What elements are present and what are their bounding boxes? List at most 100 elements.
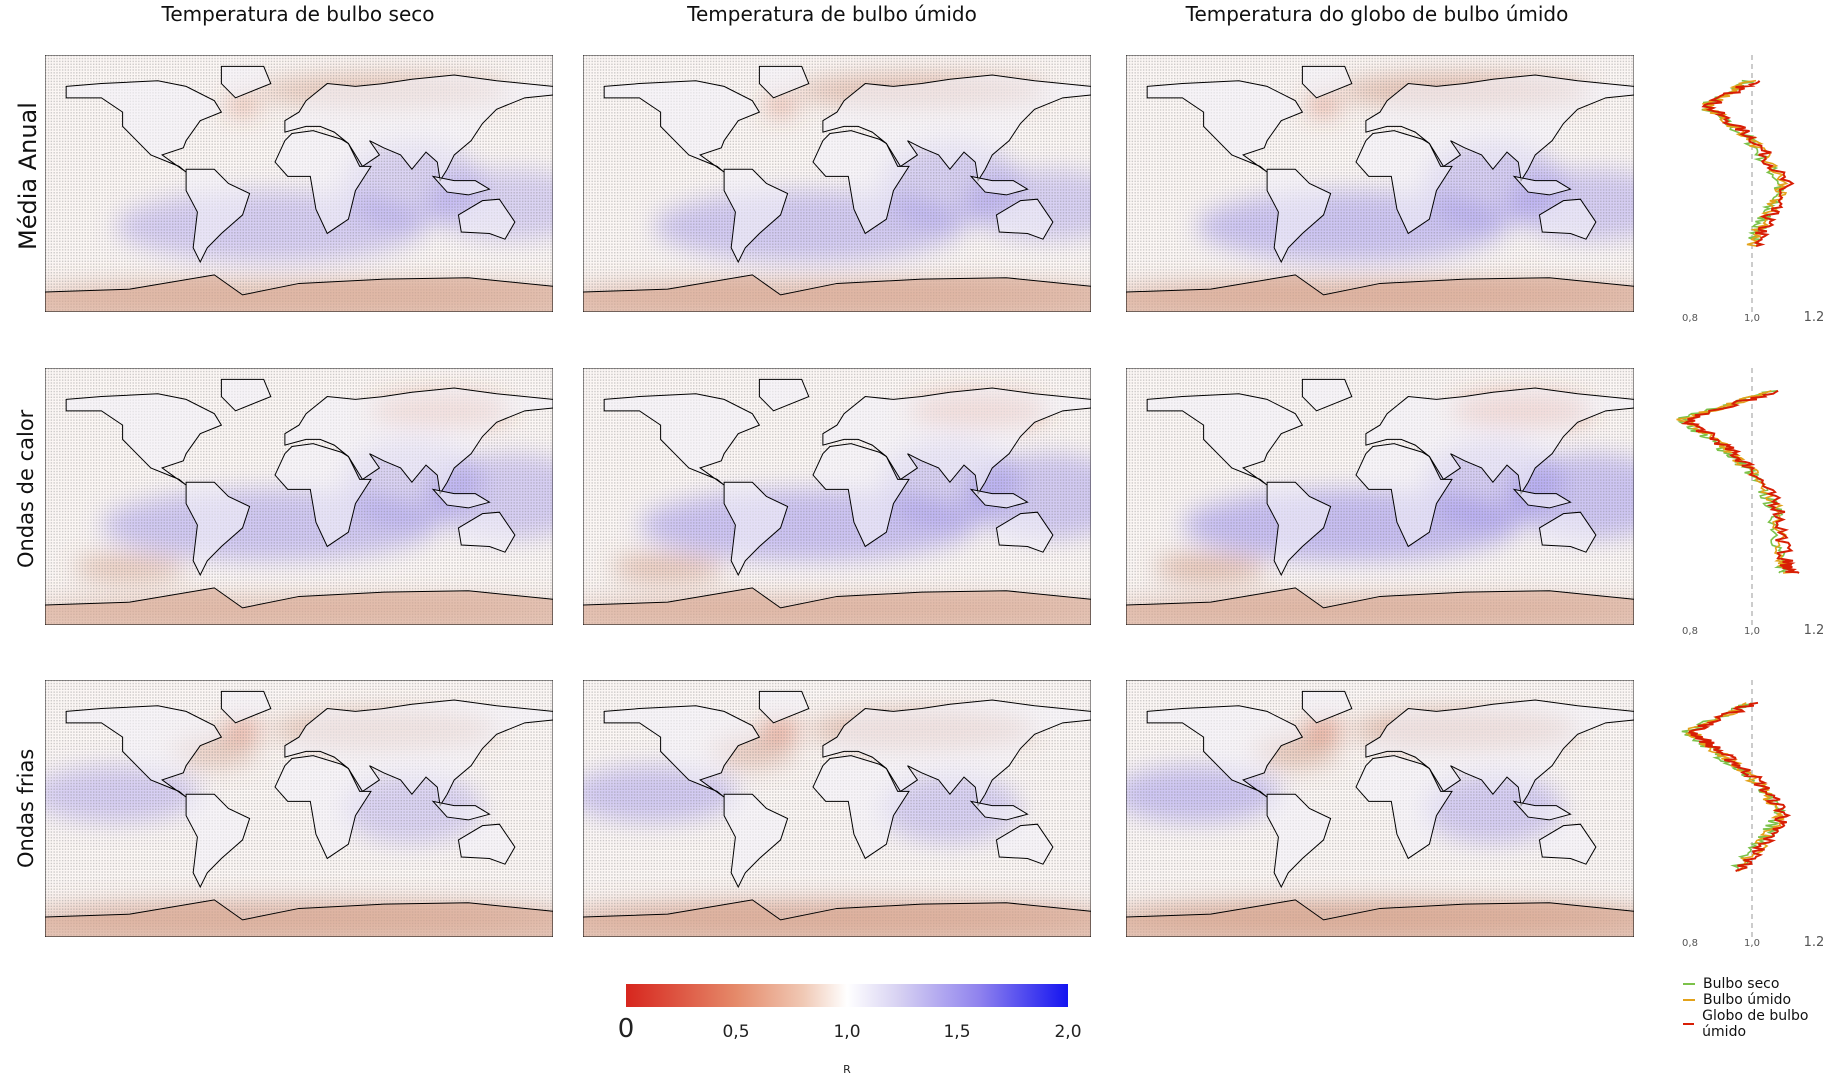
africa-outline	[1355, 443, 1453, 548]
africa-outline	[812, 443, 910, 548]
colorbar-label: R	[843, 1063, 851, 1076]
indonesia-outline	[431, 800, 491, 821]
eurasia-outline	[284, 387, 553, 496]
profile-line-series-2	[1702, 79, 1789, 247]
legend: Bulbo seco Bulbo úmido Globo de bulbo úm…	[1683, 976, 1846, 1040]
australia-outline	[457, 511, 516, 553]
eurasia-outline	[822, 699, 1091, 808]
legend-item-wbgt: Globo de bulbo úmido	[1683, 1008, 1846, 1040]
legend-label: Bulbo seco	[1703, 976, 1780, 992]
north-america-outline	[65, 393, 223, 486]
colorbar	[626, 984, 1068, 1007]
colorbar-tick: 2,0	[1054, 1022, 1082, 1042]
legend-item-dry-bulb: Bulbo seco	[1683, 976, 1846, 992]
profile-axis-tick: 0,8	[1682, 313, 1698, 324]
eurasia-outline	[822, 74, 1091, 183]
profile-plot-1: 0,8 1,0 1.2	[1660, 55, 1846, 332]
legend-label: Bulbo úmido	[1703, 992, 1792, 1008]
south-america-outline	[1266, 481, 1332, 577]
map-média-anual-col3	[1126, 55, 1634, 312]
profile-axis-tick: 1.2	[1803, 623, 1825, 638]
north-america-outline	[603, 705, 761, 798]
legend-swatch	[1683, 999, 1695, 1001]
map-média-anual-col1	[45, 55, 553, 312]
australia-outline	[1538, 823, 1597, 865]
legend-label: Globo de bulbo úmido	[1702, 1008, 1809, 1040]
antarctica-outline	[1126, 899, 1634, 937]
south-america-outline	[723, 481, 789, 577]
column-title-wet-bulb: Temperatura de bulbo úmido	[687, 2, 977, 26]
antarctica-outline	[1126, 587, 1634, 625]
profile-axis-tick: 1,0	[1744, 938, 1760, 949]
profile-axis-tick: 0,8	[1682, 938, 1698, 949]
colorbar-tick: 1,5	[943, 1022, 971, 1042]
north-america-outline	[1146, 705, 1304, 798]
column-title-wbgt: Temperatura do globo de bulbo úmido	[1185, 2, 1569, 26]
map-ondas-frias-col2	[583, 680, 1091, 937]
map-ondas-de-calor-col2	[583, 368, 1091, 625]
australia-outline	[457, 823, 516, 865]
australia-outline	[995, 823, 1054, 865]
eurasia-outline	[284, 74, 553, 183]
north-america-outline	[603, 393, 761, 486]
antarctica-outline	[45, 587, 553, 625]
antarctica-outline	[583, 587, 1091, 625]
australia-outline	[1538, 198, 1597, 240]
profile-axis-tick: 0,8	[1682, 626, 1698, 637]
indonesia-outline	[969, 175, 1029, 196]
map-ondas-frias-col3	[1126, 680, 1634, 937]
greenland-outline	[758, 378, 810, 412]
greenland-outline	[1301, 378, 1353, 412]
legend-swatch	[1683, 983, 1695, 985]
indonesia-outline	[1512, 488, 1572, 509]
profile-plot-3: 0,8 1,0 1.2	[1660, 680, 1846, 957]
eurasia-outline	[284, 699, 553, 808]
greenland-outline	[1301, 65, 1353, 99]
africa-outline	[1355, 755, 1453, 860]
profile-line-series-3	[1688, 701, 1792, 872]
profile-axis-tick: 1.2	[1803, 310, 1825, 325]
south-america-outline	[1266, 168, 1332, 264]
australia-outline	[457, 198, 516, 240]
column-title-dry-bulb: Temperatura de bulbo seco	[161, 2, 435, 26]
legend-swatch	[1683, 1023, 1695, 1025]
profile-line-series-3	[1681, 389, 1800, 574]
colorbar-tick: 1,0	[833, 1022, 861, 1042]
greenland-outline	[220, 65, 272, 99]
antarctica-outline	[583, 899, 1091, 937]
africa-outline	[274, 130, 372, 235]
south-america-outline	[185, 168, 251, 264]
australia-outline	[1538, 511, 1597, 553]
south-america-outline	[185, 481, 251, 577]
legend-item-wet-bulb: Bulbo úmido	[1683, 992, 1846, 1008]
eurasia-outline	[1365, 74, 1634, 183]
south-america-outline	[185, 793, 251, 889]
greenland-outline	[220, 690, 272, 724]
profile-axis-tick: 1,0	[1744, 626, 1760, 637]
indonesia-outline	[431, 175, 491, 196]
greenland-outline	[758, 65, 810, 99]
indonesia-outline	[1512, 175, 1572, 196]
indonesia-outline	[1512, 800, 1572, 821]
africa-outline	[274, 443, 372, 548]
north-america-outline	[65, 80, 223, 173]
greenland-outline	[220, 378, 272, 412]
map-ondas-frias-col1	[45, 680, 553, 937]
map-ondas-de-calor-col1	[45, 368, 553, 625]
profile-plot-2: 0,8 1,0 1.2	[1660, 368, 1846, 645]
africa-outline	[812, 755, 910, 860]
indonesia-outline	[969, 800, 1029, 821]
row-label-annual-mean: Média Anual	[14, 102, 42, 250]
colorbar-tick: 0,5	[722, 1022, 750, 1042]
south-america-outline	[723, 168, 789, 264]
north-america-outline	[1146, 393, 1304, 486]
antarctica-outline	[1126, 274, 1634, 312]
map-ondas-de-calor-col3	[1126, 368, 1634, 625]
greenland-outline	[1301, 690, 1353, 724]
south-america-outline	[1266, 793, 1332, 889]
north-america-outline	[1146, 80, 1304, 173]
greenland-outline	[758, 690, 810, 724]
eurasia-outline	[1365, 699, 1634, 808]
australia-outline	[995, 511, 1054, 553]
south-america-outline	[723, 793, 789, 889]
